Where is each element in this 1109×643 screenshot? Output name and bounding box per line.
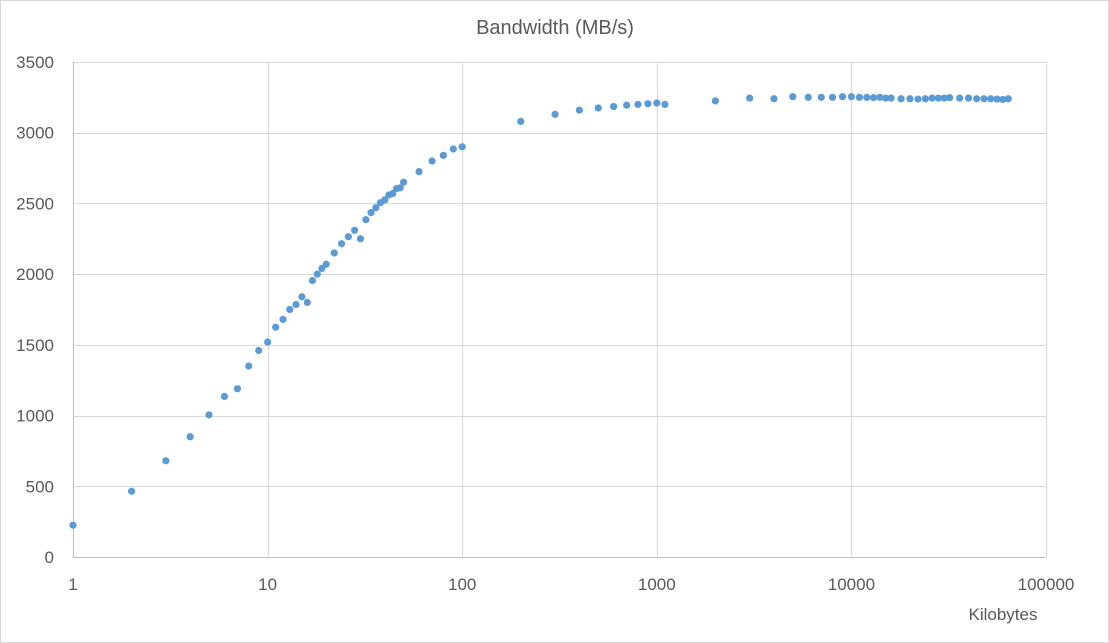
data-point [264,338,272,346]
data-point [1004,95,1012,103]
data-point [863,93,871,101]
data-point [428,157,436,165]
data-point [897,95,905,103]
data-point [186,433,194,441]
data-point [255,346,263,355]
data-point [644,100,652,108]
data-point [449,145,457,153]
data-point [711,97,719,105]
data-point [162,457,170,465]
data-point [127,487,136,495]
data-point [322,260,330,268]
gridlines [73,62,1047,557]
data-point [292,300,300,309]
data-point [308,276,317,285]
y-tick-label: 2500 [16,194,54,213]
data-point [356,235,365,243]
data-point [993,95,1001,103]
data-point [653,99,661,107]
data-point [887,94,895,102]
data-point [279,315,287,323]
data-point [980,95,988,103]
data-point [594,104,602,112]
data-point [337,240,346,248]
data-point [987,95,995,103]
data-point [458,143,466,151]
y-tick-label: 2000 [16,265,54,284]
x-tick-label: 1 [68,575,77,594]
data-point [973,95,981,103]
data-point [999,95,1007,104]
x-tick-label: 1000 [638,575,676,594]
data-point [921,95,929,103]
x-axis-label: Kilobytes [969,605,1038,624]
data-point [838,93,847,101]
data-point [946,94,954,102]
data-point [517,117,525,125]
data-point [770,95,778,103]
data-point [313,270,321,278]
data-point [940,94,948,102]
axes [73,62,1046,558]
y-tick-label: 1500 [16,336,54,355]
data-point [876,93,884,101]
y-tick-label: 1000 [16,407,54,426]
data-point [439,151,447,159]
x-tick-label: 10000 [828,575,875,594]
data-point [286,305,294,314]
data-point [220,392,229,401]
data-point [272,323,280,331]
data-point [396,184,404,192]
x-tick-label: 100000 [1018,575,1075,594]
chart-title: Bandwidth (MB/s) [476,17,634,39]
data-point [789,93,797,101]
y-tick-label: 0 [45,548,54,567]
data-point [928,94,936,102]
tick-labels: 0 500 1000 1500 2000 2500 3000 3500 1 10 100 1000 10… [16,53,1074,594]
data-point [914,95,922,103]
data-point [205,411,213,419]
data-point [245,362,253,370]
data-point [828,93,837,101]
data-point [964,94,973,102]
y-tick-label: 3000 [16,124,54,143]
data-point [610,102,618,111]
data-point [233,385,242,393]
data-point [855,93,864,101]
data-point [575,106,583,114]
x-tick-label: 100 [448,575,476,594]
data-point [661,100,669,109]
data-point [746,94,754,102]
data-point [298,293,306,301]
data-point [344,233,352,241]
y-tick-label: 500 [26,477,54,496]
data-point [351,226,359,234]
data-point [817,93,825,101]
data-point [847,93,856,101]
data-point [623,101,631,109]
data-point [804,93,812,101]
data-point [634,100,642,109]
data-point [415,168,423,176]
data-point [372,204,380,212]
data-points [69,93,1012,529]
data-point [69,521,77,529]
data-point [934,94,943,102]
y-tick-label: 3500 [16,53,54,72]
data-point [956,94,964,102]
data-point [400,178,408,186]
x-tick-label: 10 [258,575,277,594]
data-point [362,216,370,224]
data-point [882,94,890,102]
data-point [906,95,914,103]
data-point [330,249,338,257]
data-point [381,196,389,204]
data-point [551,110,559,118]
data-point [869,94,878,102]
data-point [389,189,397,198]
data-point [303,298,311,307]
data-point [367,209,375,217]
